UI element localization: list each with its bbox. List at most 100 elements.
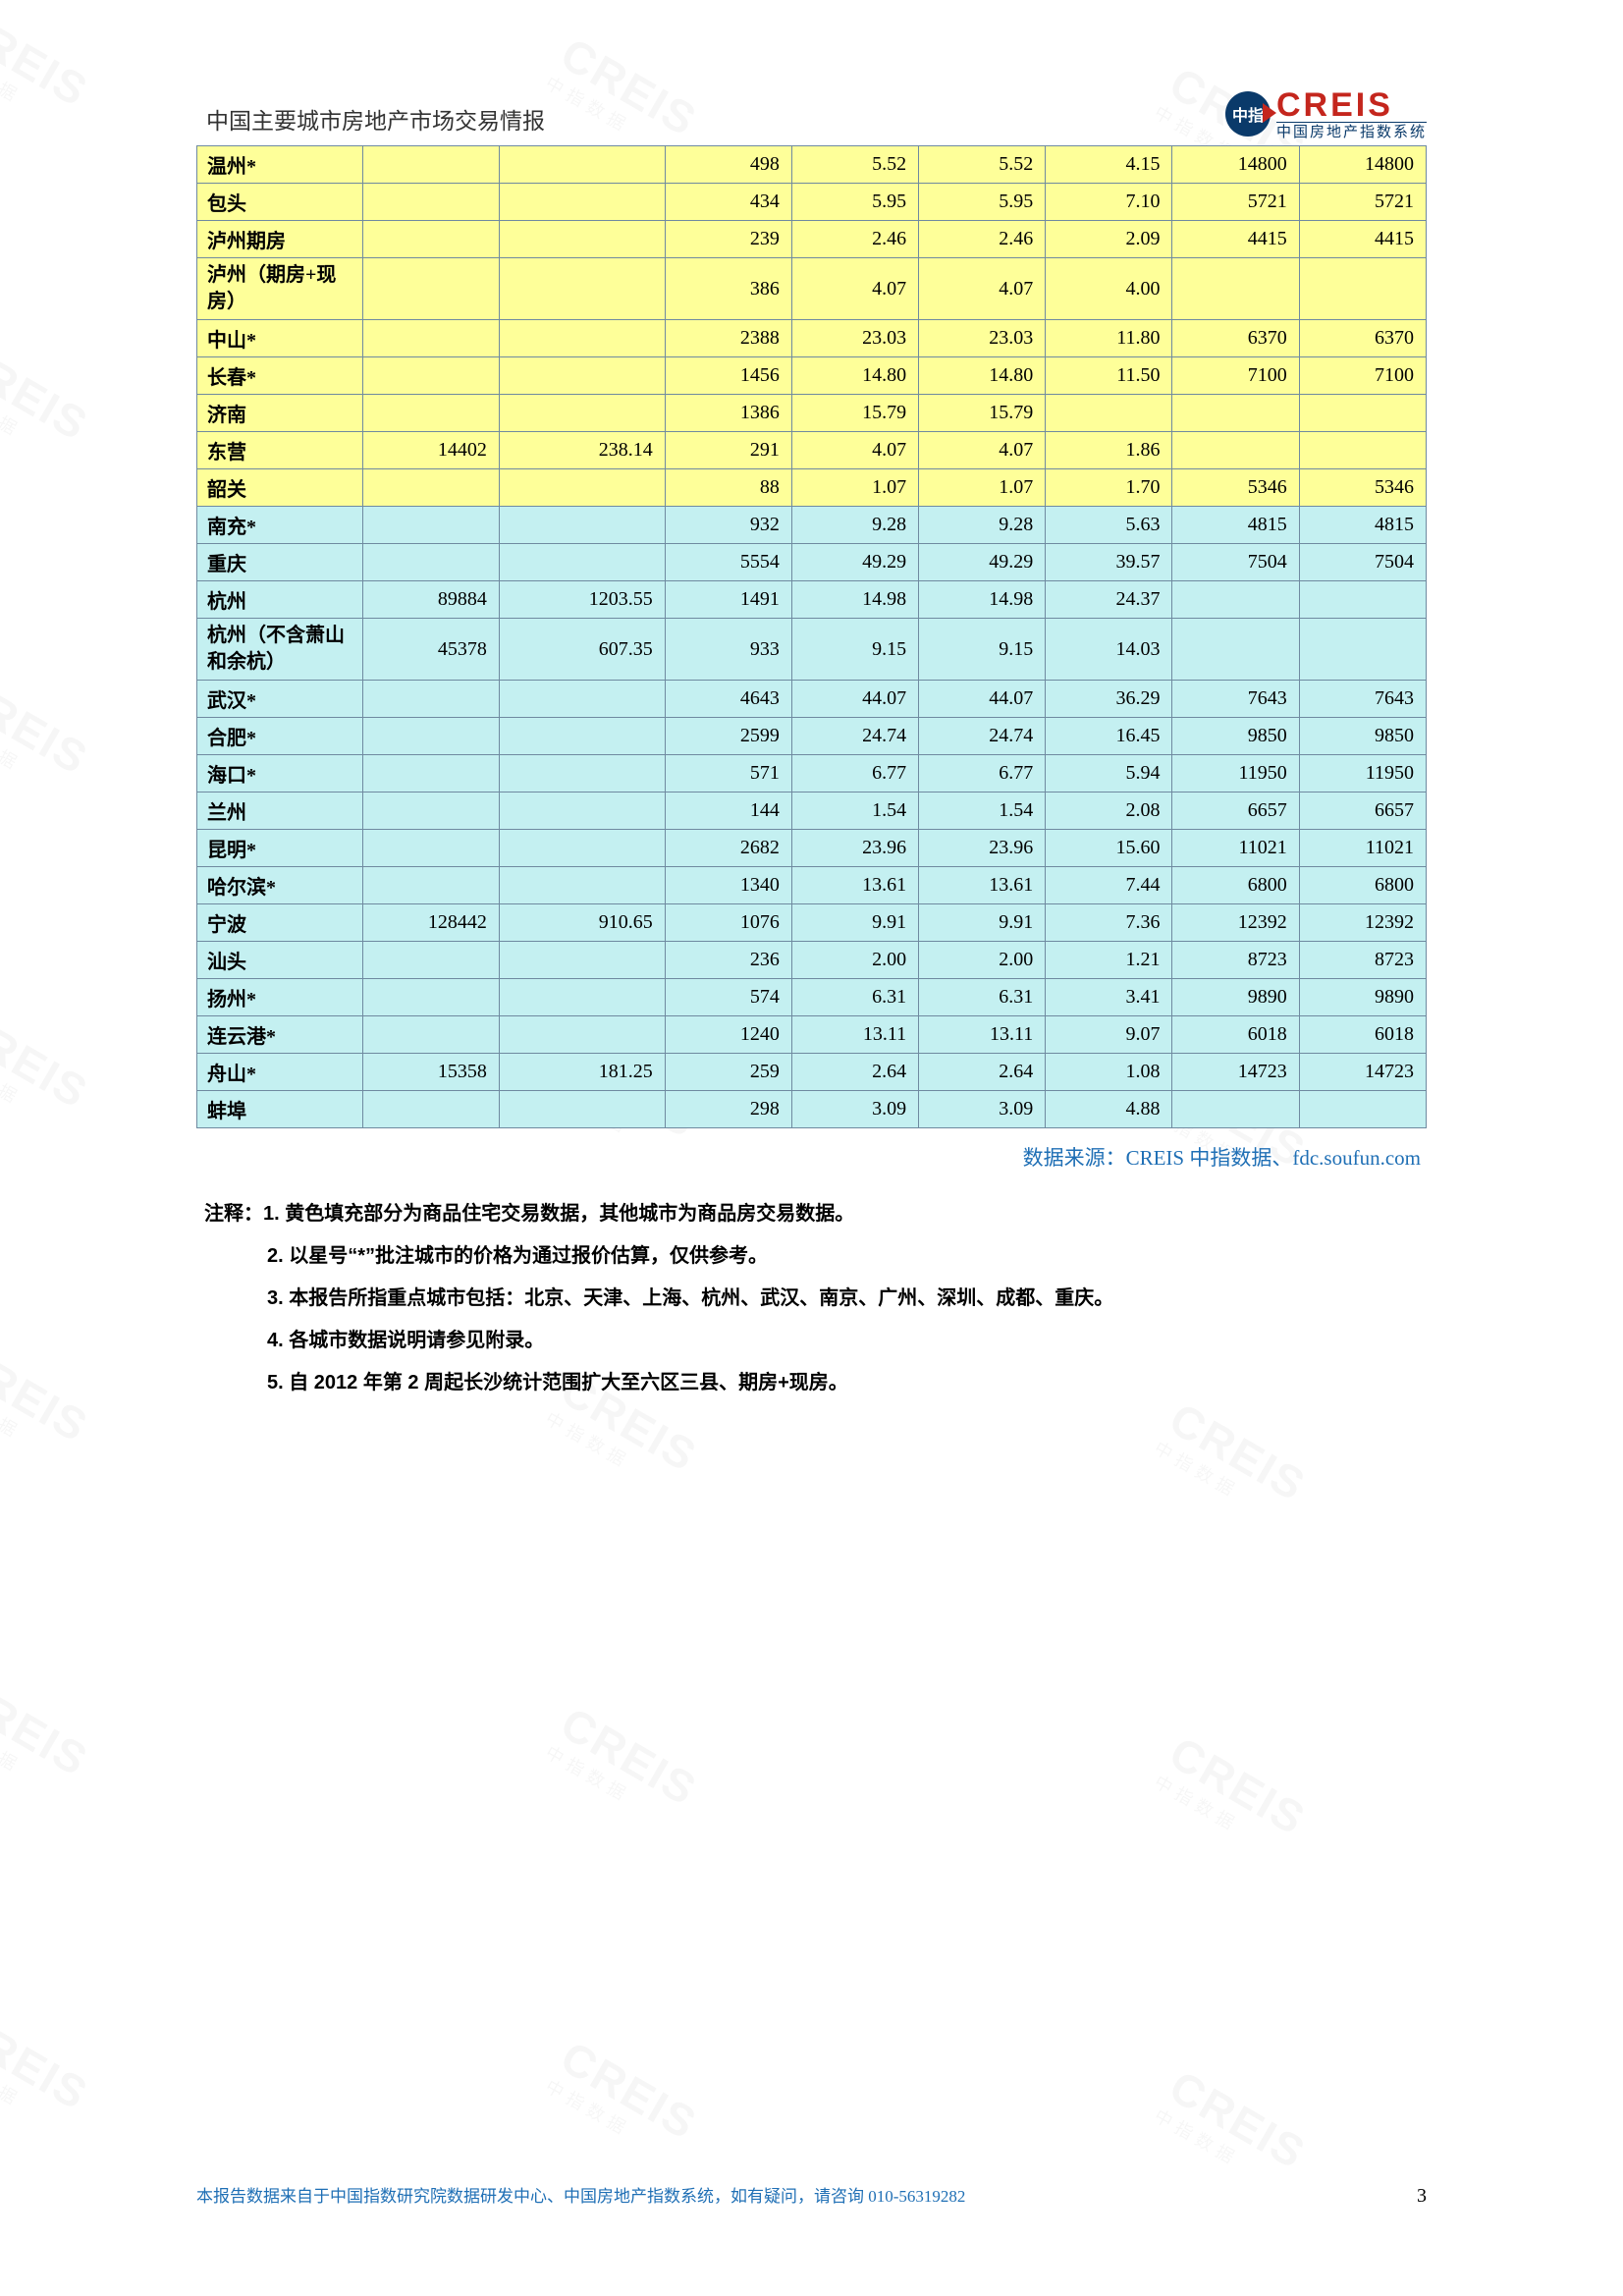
value-cell: 2.08 xyxy=(1046,793,1172,830)
value-cell: 8723 xyxy=(1299,942,1426,979)
value-cell xyxy=(499,755,665,793)
value-cell: 6657 xyxy=(1172,793,1299,830)
value-cell: 181.25 xyxy=(499,1054,665,1091)
value-cell xyxy=(362,395,499,432)
value-cell xyxy=(1299,619,1426,681)
table-row: 南充*9329.289.285.6348154815 xyxy=(197,507,1427,544)
table-row: 兰州1441.541.542.0866576657 xyxy=(197,793,1427,830)
value-cell: 386 xyxy=(665,258,791,320)
notes-label: 注释： xyxy=(204,1203,263,1225)
value-cell: 4415 xyxy=(1299,221,1426,258)
value-cell: 4.07 xyxy=(791,432,918,469)
note-item: 1. 黄色填充部分为商品住宅交易数据，其他城市为商品房交易数据。 xyxy=(263,1203,854,1225)
value-cell xyxy=(499,221,665,258)
table-row: 汕头2362.002.001.2187238723 xyxy=(197,942,1427,979)
value-cell: 1491 xyxy=(665,581,791,619)
value-cell xyxy=(499,867,665,904)
value-cell: 5346 xyxy=(1299,469,1426,507)
note-item: 5. 自 2012 年第 2 周起长沙统计范围扩大至六区三县、期房+现房。 xyxy=(204,1362,1427,1404)
value-cell: 49.29 xyxy=(791,544,918,581)
table-row: 连云港*124013.1113.119.0760186018 xyxy=(197,1016,1427,1054)
value-cell: 11021 xyxy=(1299,830,1426,867)
value-cell: 607.35 xyxy=(499,619,665,681)
value-cell: 14800 xyxy=(1172,146,1299,184)
table-row: 舟山*15358181.252592.642.641.081472314723 xyxy=(197,1054,1427,1091)
value-cell xyxy=(499,979,665,1016)
note-item: 2. 以星号“*”批注城市的价格为通过报价估算，仅供参考。 xyxy=(204,1235,1427,1278)
value-cell xyxy=(1299,258,1426,320)
value-cell: 6370 xyxy=(1299,320,1426,357)
value-cell xyxy=(499,146,665,184)
value-cell: 23.96 xyxy=(919,830,1046,867)
value-cell xyxy=(362,258,499,320)
value-cell xyxy=(362,755,499,793)
value-cell xyxy=(499,830,665,867)
watermark-item: CREIS中指数据 xyxy=(541,2030,706,2168)
value-cell: 932 xyxy=(665,507,791,544)
table-row: 泸州期房2392.462.462.0944154415 xyxy=(197,221,1427,258)
value-cell xyxy=(499,395,665,432)
table-row: 哈尔滨*134013.6113.617.4468006800 xyxy=(197,867,1427,904)
value-cell: 2.64 xyxy=(791,1054,918,1091)
value-cell: 238.14 xyxy=(499,432,665,469)
value-cell xyxy=(1172,1091,1299,1128)
value-cell: 434 xyxy=(665,184,791,221)
value-cell: 11950 xyxy=(1299,755,1426,793)
value-cell: 2.00 xyxy=(919,942,1046,979)
value-cell: 44.07 xyxy=(919,681,1046,718)
city-name-cell: 温州* xyxy=(197,146,363,184)
value-cell: 298 xyxy=(665,1091,791,1128)
value-cell: 5.63 xyxy=(1046,507,1172,544)
table-row: 武汉*464344.0744.0736.2976437643 xyxy=(197,681,1427,718)
city-name-cell: 重庆 xyxy=(197,544,363,581)
value-cell xyxy=(362,544,499,581)
value-cell: 6370 xyxy=(1172,320,1299,357)
table-row: 温州*4985.525.524.151480014800 xyxy=(197,146,1427,184)
value-cell: 3.41 xyxy=(1046,979,1172,1016)
value-cell xyxy=(499,357,665,395)
value-cell: 9.28 xyxy=(791,507,918,544)
value-cell: 1.07 xyxy=(791,469,918,507)
watermark-item: CREIS中指数据 xyxy=(0,2000,98,2139)
value-cell: 1.70 xyxy=(1046,469,1172,507)
report-title: 中国主要城市房地产市场交易情报 xyxy=(196,102,545,139)
city-name-cell: 舟山* xyxy=(197,1054,363,1091)
value-cell xyxy=(362,320,499,357)
value-cell: 4.88 xyxy=(1046,1091,1172,1128)
value-cell: 6.31 xyxy=(791,979,918,1016)
creis-logo: 中指 CREIS 中国房地产指数系统 xyxy=(1225,88,1427,139)
table-row: 韶关881.071.071.7053465346 xyxy=(197,469,1427,507)
value-cell xyxy=(1172,395,1299,432)
value-cell: 39.57 xyxy=(1046,544,1172,581)
value-cell: 2388 xyxy=(665,320,791,357)
footer-disclaimer: 本报告数据来自于中国指数研究院数据研发中心、中国房地产指数系统，如有疑问，请咨询… xyxy=(196,2182,965,2207)
value-cell: 89884 xyxy=(362,581,499,619)
value-cell: 574 xyxy=(665,979,791,1016)
table-row: 海口*5716.776.775.941195011950 xyxy=(197,755,1427,793)
watermark-item: CREIS中指数据 xyxy=(0,665,98,803)
value-cell: 910.65 xyxy=(499,904,665,942)
logo-mark-icon: 中指 xyxy=(1225,91,1271,137)
value-cell: 6800 xyxy=(1172,867,1299,904)
page-footer: 本报告数据来自于中国指数研究院数据研发中心、中国房地产指数系统，如有疑问，请咨询… xyxy=(196,2182,1427,2208)
watermark-item: CREIS中指数据 xyxy=(0,331,98,469)
value-cell: 4.07 xyxy=(919,258,1046,320)
value-cell: 9850 xyxy=(1172,718,1299,755)
value-cell: 14.80 xyxy=(919,357,1046,395)
value-cell: 44.07 xyxy=(791,681,918,718)
value-cell: 9.91 xyxy=(919,904,1046,942)
value-cell: 5.52 xyxy=(919,146,1046,184)
value-cell: 14402 xyxy=(362,432,499,469)
value-cell xyxy=(499,544,665,581)
value-cell: 7.44 xyxy=(1046,867,1172,904)
value-cell: 498 xyxy=(665,146,791,184)
value-cell: 4815 xyxy=(1172,507,1299,544)
city-name-cell: 包头 xyxy=(197,184,363,221)
value-cell: 13.61 xyxy=(919,867,1046,904)
table-row: 东营14402238.142914.074.071.86 xyxy=(197,432,1427,469)
value-cell: 5346 xyxy=(1172,469,1299,507)
value-cell: 2682 xyxy=(665,830,791,867)
value-cell xyxy=(499,184,665,221)
city-name-cell: 蚌埠 xyxy=(197,1091,363,1128)
value-cell xyxy=(362,793,499,830)
